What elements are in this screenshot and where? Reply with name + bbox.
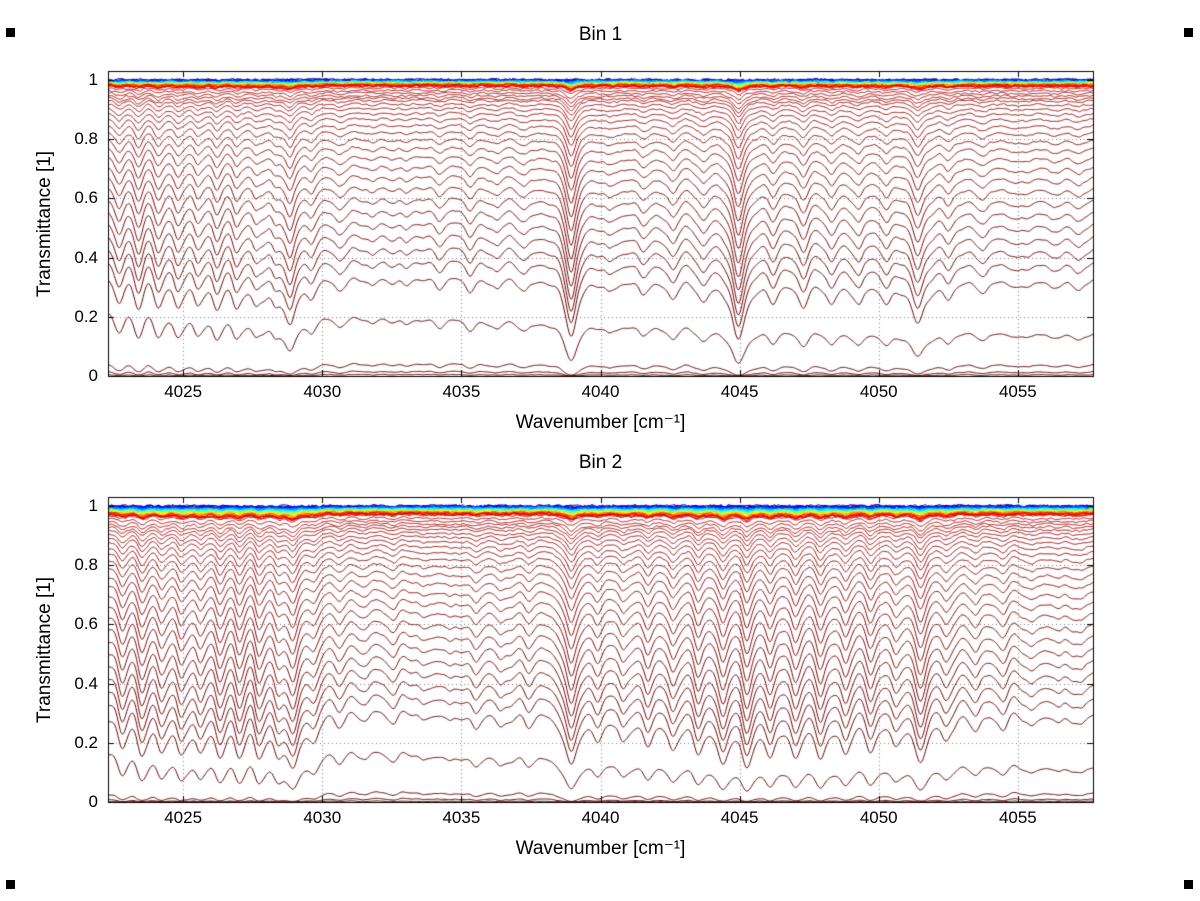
- x-tick-label: 4025: [164, 382, 203, 401]
- x-tick-label: 4045: [720, 382, 759, 401]
- subplot2-xlabel: Wavenumber [cm⁻¹]: [515, 838, 686, 859]
- corner-mark: [6, 880, 15, 889]
- corner-mark: [1184, 28, 1193, 37]
- y-tick-label: 0: [88, 366, 98, 385]
- corner-mark: [6, 28, 15, 37]
- x-tick-label: 4040: [581, 382, 620, 401]
- y-tick-label: 1: [88, 495, 98, 515]
- subplot2-ylabel: Transmittance [1]: [34, 576, 55, 723]
- subplot1-title: Bin 1: [578, 24, 623, 45]
- x-tick-label: 4030: [303, 382, 342, 401]
- y-tick-label: 0.6: [74, 614, 98, 634]
- x-tick-label: 4025: [164, 808, 203, 827]
- x-tick-label: 4030: [303, 808, 342, 827]
- subplot1-xlabel: Wavenumber [cm⁻¹]: [515, 412, 686, 433]
- x-tick-label: 4050: [859, 382, 898, 401]
- x-tick-label: 4045: [720, 808, 759, 827]
- x-tick-label: 4040: [581, 808, 620, 827]
- y-tick-label: 0.4: [74, 673, 98, 693]
- x-tick-label: 4035: [442, 382, 481, 401]
- x-tick-label: 4055: [998, 382, 1037, 401]
- x-tick-label: 4035: [442, 808, 481, 827]
- y-tick-label: 0.8: [74, 555, 98, 575]
- y-tick-label: 0.6: [74, 188, 98, 208]
- y-tick-label: 1: [88, 69, 98, 89]
- y-tick-label: 0.2: [74, 732, 98, 752]
- x-tick-label: 4055: [998, 808, 1037, 827]
- y-tick-label: 0.2: [74, 306, 98, 326]
- y-tick-label: 0.8: [74, 129, 98, 149]
- subplot2-title: Bin 2: [578, 452, 623, 473]
- y-tick-label: 0.4: [74, 247, 98, 267]
- corner-mark: [1184, 880, 1193, 889]
- y-tick-label: 0: [88, 792, 98, 811]
- x-tick-label: 4050: [859, 808, 898, 827]
- subplot1-ylabel: Transmittance [1]: [34, 150, 55, 297]
